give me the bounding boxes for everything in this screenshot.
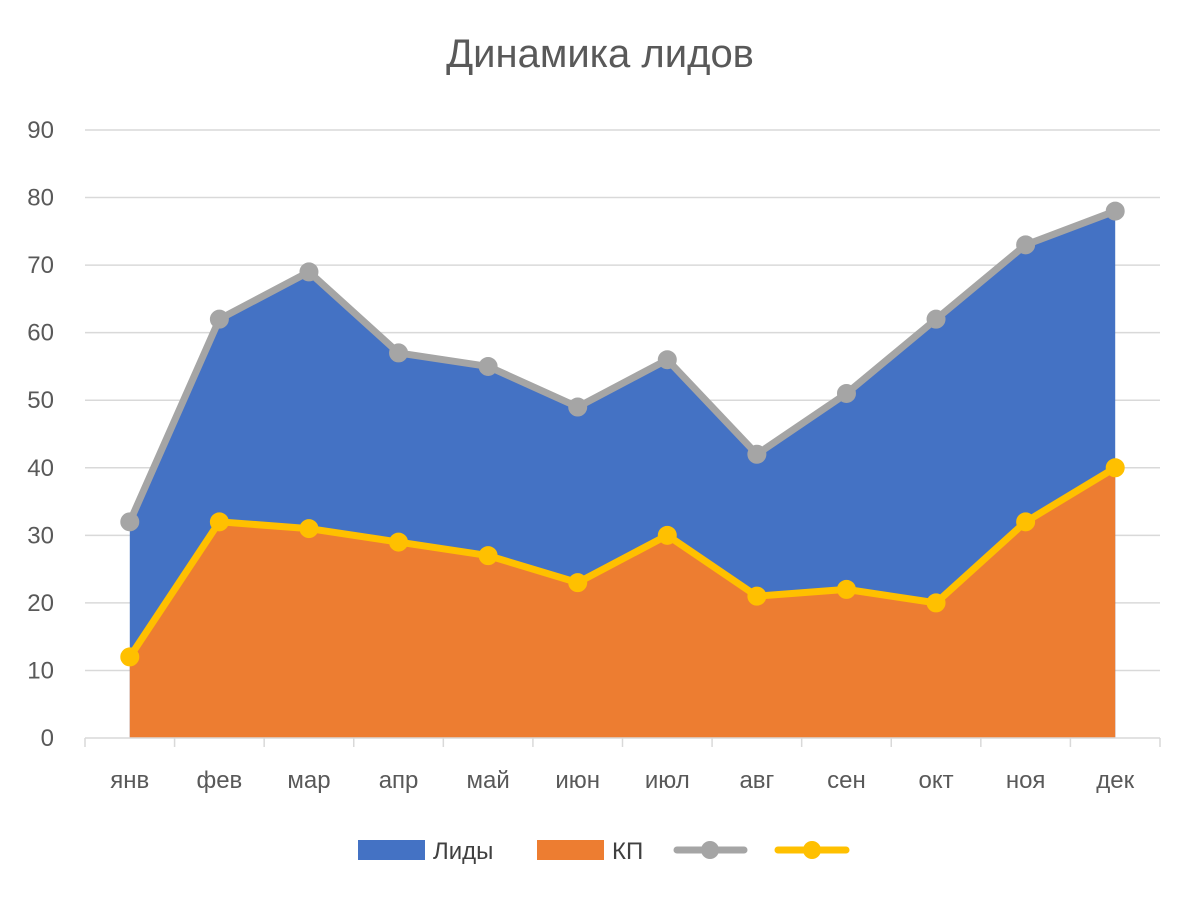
x-tick-label: дек	[1096, 767, 1134, 794]
data-point-marker	[926, 309, 946, 329]
x-tick-label: авг	[739, 767, 774, 794]
data-point-marker	[747, 586, 767, 606]
data-point-marker	[657, 350, 677, 370]
x-tick-label: июн	[555, 767, 600, 794]
data-point-marker	[478, 356, 498, 376]
data-point-marker	[926, 593, 946, 613]
x-tick-label: сен	[827, 767, 866, 794]
y-tick-label: 90	[27, 117, 54, 144]
data-point-marker	[389, 343, 409, 363]
data-point-marker	[568, 573, 588, 593]
data-point-marker	[1016, 235, 1036, 255]
x-tick-label: июл	[645, 767, 690, 794]
line-series-layer	[120, 201, 1125, 667]
x-tick-label: окт	[918, 767, 953, 794]
x-tick-label: апр	[379, 767, 419, 794]
data-point-marker	[1016, 512, 1036, 532]
y-tick-label: 0	[41, 725, 54, 752]
legend-label-leads: Лиды	[433, 838, 493, 865]
x-tick-label: янв	[110, 767, 149, 794]
legend-marker-gray	[701, 841, 719, 859]
data-point-marker	[1105, 201, 1125, 221]
data-point-marker	[1105, 458, 1125, 478]
data-point-marker	[836, 579, 856, 599]
x-tick-label: фев	[196, 767, 242, 794]
y-tick-label: 40	[27, 455, 54, 482]
y-tick-label: 20	[27, 590, 54, 617]
line-series	[126, 207, 1119, 526]
data-point-marker	[120, 647, 140, 667]
axes: 0 10 20 30 40 50 60 70 80 90 янв фев мар апр май июн июл…	[27, 117, 1161, 794]
legend-swatch-kp	[537, 840, 604, 860]
data-point-marker	[657, 525, 677, 545]
data-point-marker	[209, 512, 229, 532]
data-point-marker	[836, 383, 856, 403]
x-tick-label: ноя	[1006, 767, 1046, 794]
y-tick-label: 50	[27, 387, 54, 414]
area-series	[129, 467, 1116, 738]
y-tick-label: 10	[27, 657, 54, 684]
x-tick-label: мар	[287, 767, 330, 794]
area-series-layer	[129, 211, 1116, 739]
y-tick-label: 80	[27, 185, 54, 212]
y-tick-label: 70	[27, 252, 54, 279]
data-point-marker	[299, 519, 319, 539]
chart-title: Динамика лидов	[446, 32, 754, 76]
data-point-marker	[478, 546, 498, 566]
data-point-marker	[120, 512, 140, 532]
y-tick-label: 60	[27, 320, 54, 347]
line-series	[126, 464, 1119, 661]
legend-swatch-leads	[358, 840, 425, 860]
data-point-marker	[299, 262, 319, 282]
legend-marker-yellow	[803, 841, 821, 859]
x-tick-label: май	[466, 767, 509, 794]
data-point-marker	[389, 532, 409, 552]
data-point-marker	[568, 397, 588, 417]
legend: Лиды КП	[358, 838, 850, 865]
legend-label-kp: КП	[612, 838, 643, 865]
y-tick-label: 30	[27, 522, 54, 549]
data-point-marker	[209, 309, 229, 329]
data-point-marker	[747, 444, 767, 464]
